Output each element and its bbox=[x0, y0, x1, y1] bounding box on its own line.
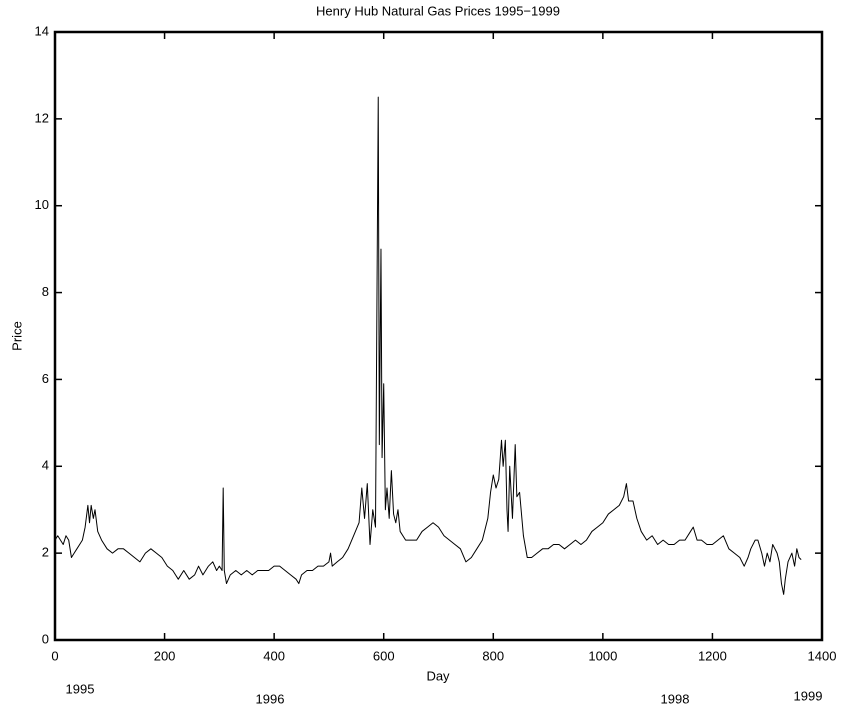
x-tick-label: 600 bbox=[373, 648, 395, 663]
price-line bbox=[54, 96, 802, 595]
y-tick-label: 10 bbox=[35, 197, 49, 212]
x-tick-label: 1200 bbox=[698, 648, 727, 663]
x-tick-label: 800 bbox=[482, 648, 504, 663]
y-tick-label: 14 bbox=[35, 23, 49, 38]
plot-frame bbox=[53, 30, 824, 642]
year-annotation: 1996 bbox=[256, 691, 285, 706]
x-tick-label: 1400 bbox=[808, 648, 837, 663]
year-annotation: 1998 bbox=[661, 691, 690, 706]
y-tick-label: 8 bbox=[42, 284, 49, 299]
x-tick-label: 1000 bbox=[588, 648, 617, 663]
y-tick-label: 2 bbox=[42, 545, 49, 560]
y-axis-label: Price bbox=[9, 321, 24, 351]
y-tick-label: 12 bbox=[35, 110, 49, 125]
year-annotation: 1999 bbox=[794, 688, 823, 703]
x-tick-label: 0 bbox=[51, 648, 58, 663]
y-tick-label: 0 bbox=[42, 631, 49, 646]
x-axis-label: Day bbox=[426, 668, 450, 683]
x-tick-label: 400 bbox=[263, 648, 285, 663]
chart-title: Henry Hub Natural Gas Prices 1995−1999 bbox=[316, 3, 560, 18]
y-tick-label: 4 bbox=[42, 458, 49, 473]
y-tick-label: 6 bbox=[42, 371, 49, 386]
x-tick-label: 200 bbox=[154, 648, 176, 663]
year-annotation: 1995 bbox=[66, 681, 95, 696]
